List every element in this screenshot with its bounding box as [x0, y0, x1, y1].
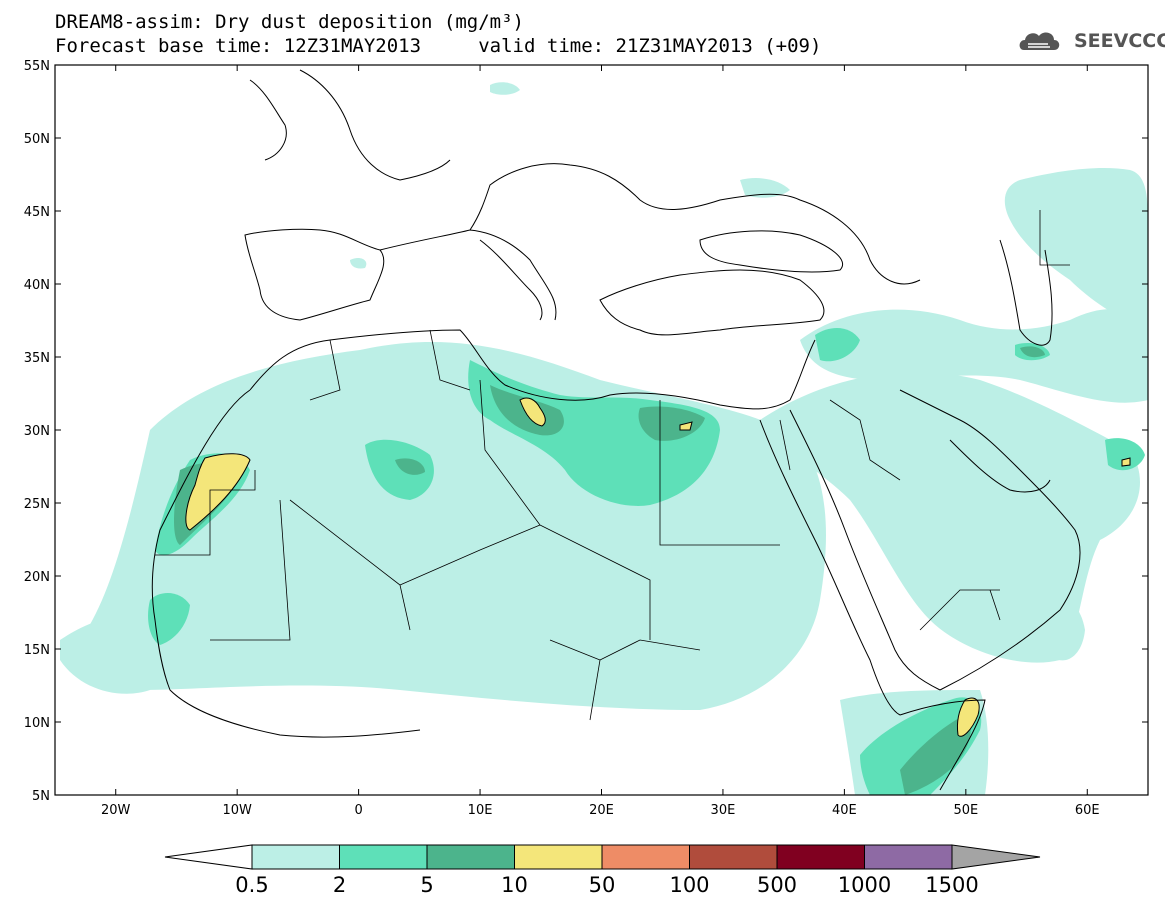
lat-label: 45N	[24, 205, 50, 220]
colorbar-label: 100	[669, 873, 709, 897]
lat-label: 25N	[24, 497, 50, 512]
seevccc-cloud-logo-icon	[1019, 32, 1060, 50]
lon-label: 10E	[468, 803, 493, 818]
colorbar-label: 5	[420, 873, 433, 897]
colorbar-swatch	[601, 844, 690, 870]
colorbar-swatch	[776, 844, 865, 870]
colorbar-swatch	[339, 844, 428, 870]
colorbar-swatch	[251, 844, 340, 870]
lon-label: 20E	[589, 803, 614, 818]
colorbar-over-triangle	[951, 844, 1041, 870]
map-panel	[54, 64, 1149, 796]
longitude-axis: 20W 10W 0 10E 20E 30E 40E 50E 60E	[101, 65, 1100, 818]
dust-field-peak	[185, 397, 1131, 737]
lat-label: 55N	[24, 59, 50, 74]
lat-label: 35N	[24, 351, 50, 366]
colorbar-label: 500	[757, 873, 797, 897]
colorbar-label: 2	[333, 873, 346, 897]
latitude-axis: 55N 50N 45N 40N 35N 30N 25N 20N 15N 10N 5N	[24, 59, 1148, 804]
colorbar-swatch	[864, 844, 953, 870]
lon-label: 20W	[101, 803, 131, 818]
forecast-time-subtitle: Forecast base time: 12Z31MAY2013 valid t…	[55, 35, 822, 57]
lon-label: 10W	[222, 803, 252, 818]
colorbar-label: 50	[589, 873, 616, 897]
map-title: DREAM8-assim: Dry dust deposition (mg/m³…	[55, 11, 524, 33]
colorbar-swatch	[689, 844, 778, 870]
lat-label: 5N	[32, 789, 50, 804]
colorbar-under-triangle	[164, 844, 253, 870]
lat-label: 15N	[24, 643, 50, 658]
colorbar-swatch	[514, 844, 603, 870]
lon-label: 50E	[953, 803, 978, 818]
colorbar-label: 1500	[925, 873, 978, 897]
lat-label: 10N	[24, 716, 50, 731]
country-borders	[155, 210, 1070, 721]
colorbar-label: 0.5	[235, 873, 268, 897]
lon-label: 30E	[711, 803, 736, 818]
seevccc-logo-text: SEEVCCC	[1074, 30, 1165, 52]
lon-label: 0	[354, 803, 362, 818]
lat-label: 20N	[24, 570, 50, 585]
colorbar-swatch	[426, 844, 515, 870]
lat-label: 50N	[24, 132, 50, 147]
colorbar-label: 1000	[838, 873, 891, 897]
colorbar: 0.5 2 5 10 50 100 500 1000 1500	[164, 844, 1041, 897]
lat-label: 30N	[24, 424, 50, 439]
lon-label: 40E	[832, 803, 857, 818]
lon-label: 60E	[1075, 803, 1100, 818]
colorbar-label: 10	[501, 873, 528, 897]
lat-label: 40N	[24, 278, 50, 293]
coastlines	[151, 69, 1081, 791]
